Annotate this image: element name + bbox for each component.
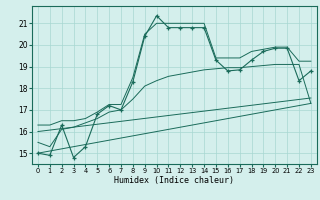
X-axis label: Humidex (Indice chaleur): Humidex (Indice chaleur): [115, 176, 234, 185]
